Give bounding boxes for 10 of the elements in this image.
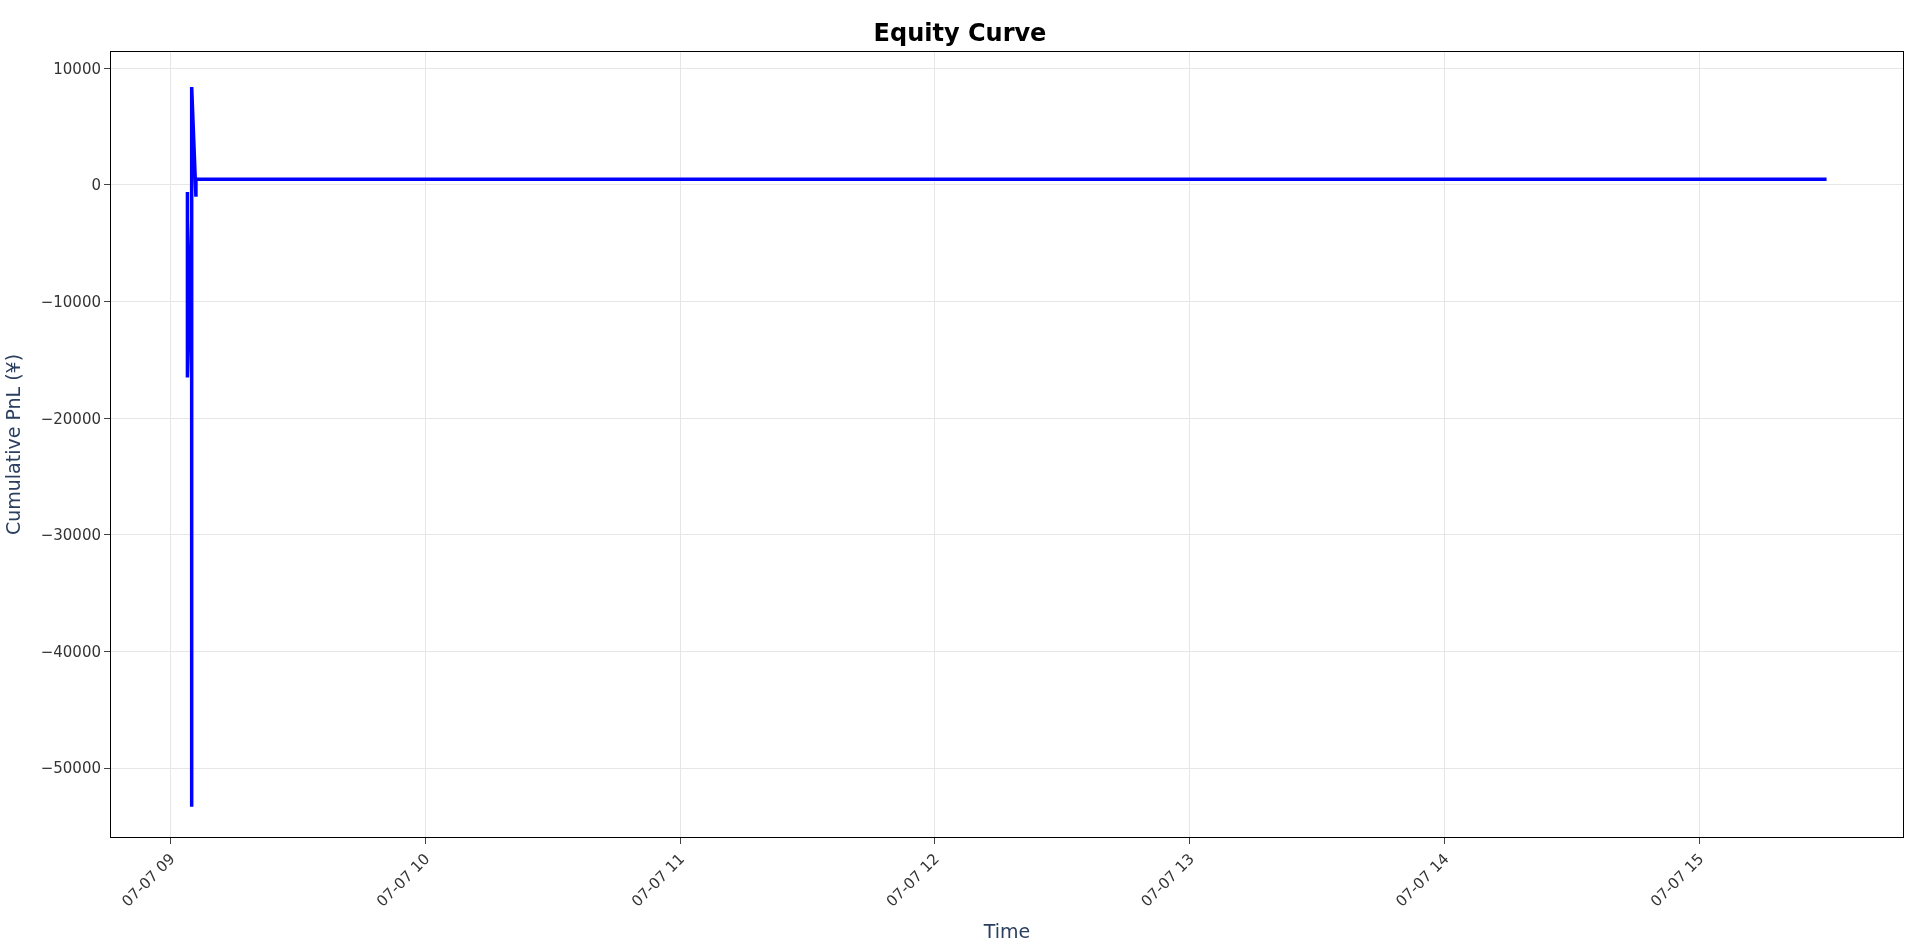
y-tick-label: −20000 <box>40 409 101 428</box>
y-tick-label: −50000 <box>40 759 101 778</box>
y-tick-label: 0 <box>91 176 101 195</box>
y-tick-label: −40000 <box>40 642 101 661</box>
x-axis-title: Time <box>982 920 1031 943</box>
chart-title: Equity Curve <box>873 18 1047 47</box>
y-tick-label: −30000 <box>40 526 101 545</box>
y-axis-title: Cumulative PnL (¥) <box>1 353 24 536</box>
y-tick-label: 10000 <box>53 59 101 78</box>
y-tick-label: −10000 <box>40 292 101 311</box>
